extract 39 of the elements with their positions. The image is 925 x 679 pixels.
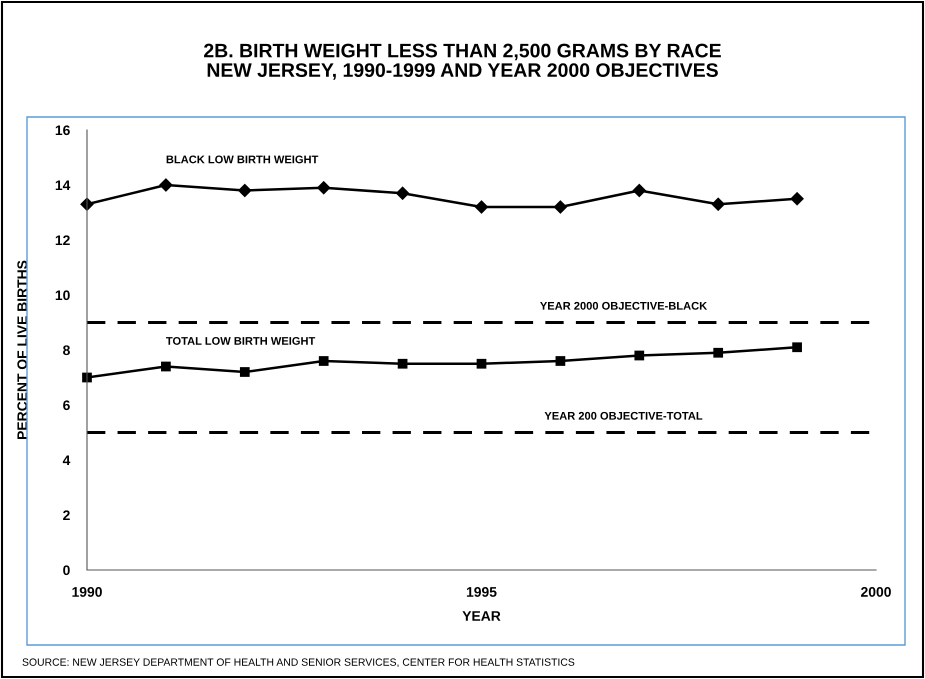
y-tick-label: 8 [63, 345, 70, 356]
point [634, 350, 644, 360]
ref-line-label: YEAR 2000 OBJECTIVE-BLACK [540, 302, 708, 310]
point [238, 184, 252, 198]
point [398, 358, 408, 369]
point [474, 200, 488, 214]
point [396, 186, 410, 200]
point [554, 200, 567, 214]
y-tick-label: 4 [62, 455, 70, 466]
y-tick-label: 6 [63, 400, 70, 410]
series-label: TOTAL LOW BIRTH WEIGHT [166, 336, 316, 345]
series-label: BLACK LOW BIRTH WEIGHT [166, 155, 318, 164]
point [161, 362, 171, 372]
point [80, 198, 94, 211]
x-axis-title: YEAR [462, 611, 501, 621]
point [159, 178, 172, 192]
y-tick-label: 10 [56, 290, 70, 300]
point [82, 372, 92, 382]
point [318, 356, 329, 366]
source-note: SOURCE: NEW JERSEY DEPARTMENT OF HEALTH AND SENIOR SERVICES, CENTER FOR HEALTH STATISTICS [22, 658, 574, 668]
point [712, 198, 725, 211]
y-tick-label: 16 [56, 125, 70, 136]
point [790, 192, 804, 206]
point [632, 184, 646, 198]
point [240, 367, 250, 377]
ref-line-label: YEAR 200 OBJECTIVE-TOTAL [544, 412, 702, 420]
chart-title: 2B. BIRTH WEIGHT LESS THAN 2,500 GRAMS BY RACE NEW JERSEY, 1990-1999 AND YEAR 2000 OBJECTIVES [204, 44, 721, 80]
point [713, 348, 724, 358]
x-tick-label: 1995 [466, 587, 497, 597]
x-tick-label: 1990 [72, 587, 102, 597]
y-tick-label: 12 [56, 235, 70, 246]
point [476, 358, 486, 369]
y-tick-label: 14 [56, 180, 70, 190]
point [317, 181, 330, 194]
y-tick-label: 2 [63, 510, 70, 520]
y-tick-label: 0 [63, 565, 70, 576]
point [556, 356, 566, 366]
x-tick-label: 2000 [861, 587, 891, 597]
point [792, 342, 802, 352]
